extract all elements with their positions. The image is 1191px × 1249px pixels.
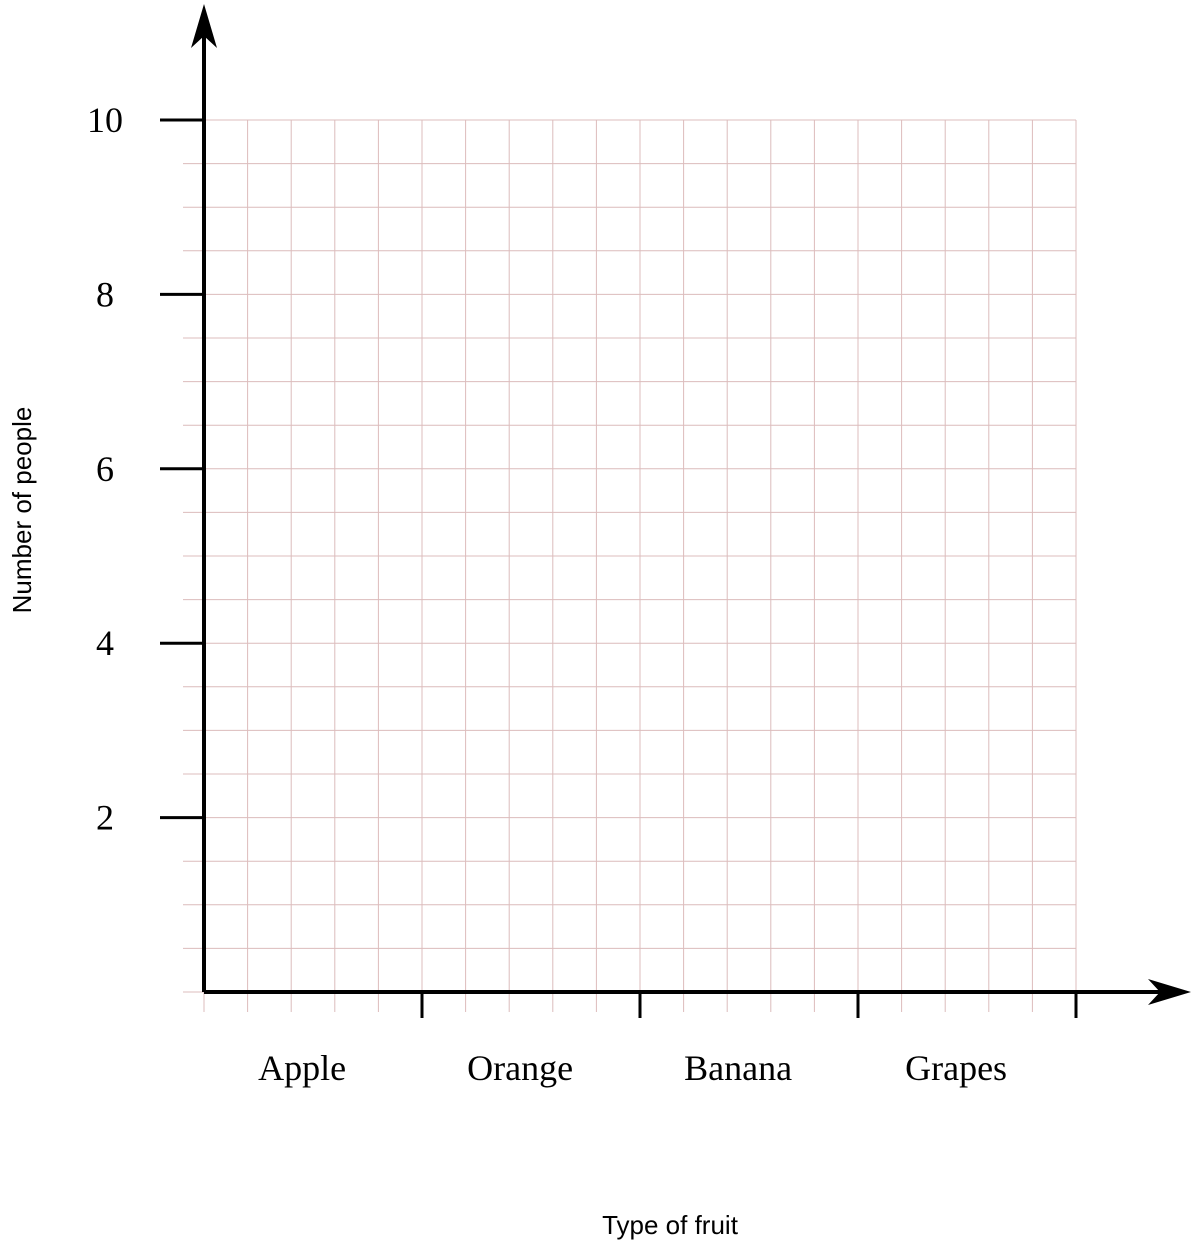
x-tick-label: Grapes bbox=[905, 1048, 1007, 1088]
x-axis-title: Type of fruit bbox=[602, 1210, 739, 1240]
y-tick-label: 10 bbox=[87, 100, 123, 140]
y-tick-label: 8 bbox=[96, 274, 114, 314]
y-axis-arrow bbox=[191, 4, 217, 48]
x-axis-arrow bbox=[1148, 979, 1191, 1005]
grid bbox=[183, 119, 1077, 1012]
axes bbox=[191, 4, 1191, 1005]
x-tick-label: Orange bbox=[467, 1048, 573, 1088]
x-tick-label: Apple bbox=[258, 1048, 346, 1088]
y-tick-label: 4 bbox=[96, 623, 114, 663]
y-tick-label: 2 bbox=[96, 798, 114, 838]
y-tick-label: 6 bbox=[96, 449, 114, 489]
y-axis-title: Number of people bbox=[7, 407, 37, 614]
x-tick-label: Banana bbox=[684, 1048, 792, 1088]
